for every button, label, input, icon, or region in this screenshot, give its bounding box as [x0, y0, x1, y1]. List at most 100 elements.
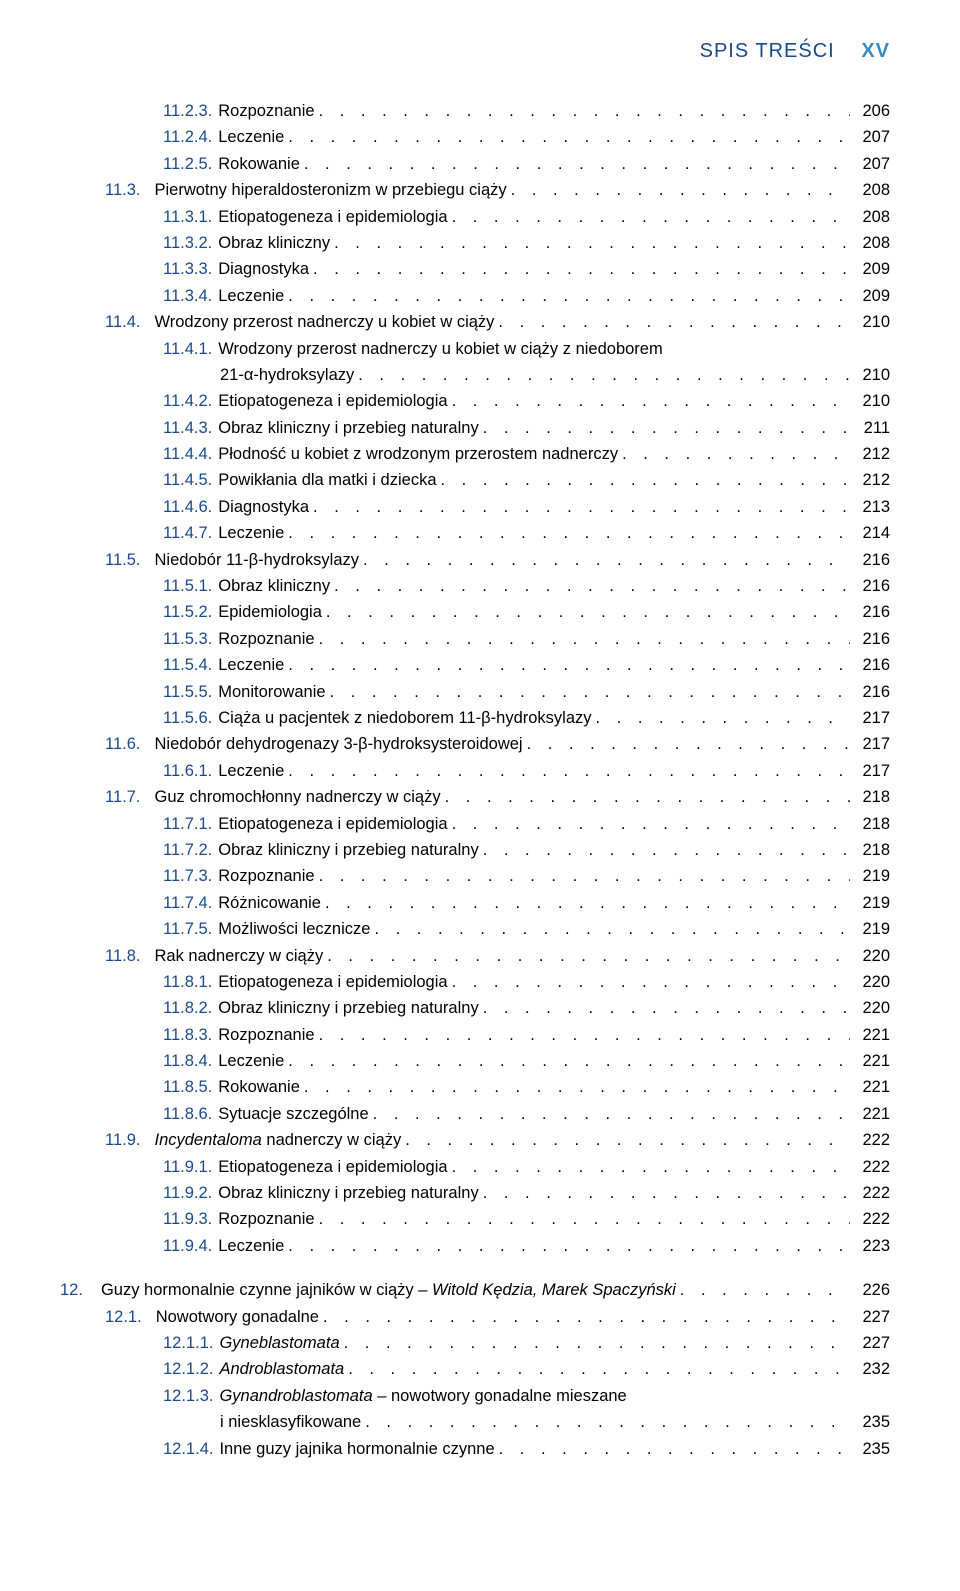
entry-page: 219: [850, 890, 890, 916]
entry-title: Powikłania dla matki i dziecka: [218, 467, 436, 493]
leader-dots: [284, 124, 850, 150]
toc-entry: 12.Guzy hormonalnie czynne jajników w ci…: [60, 1277, 890, 1303]
entry-title: Niedobór dehydrogenazy 3-β-hydroksystero…: [154, 731, 522, 757]
entry-page: 221: [850, 1101, 890, 1127]
entry-title: Etiopatogeneza i epidemiologia: [218, 969, 447, 995]
entry-page: 222: [850, 1127, 890, 1153]
entry-title: Etiopatogeneza i epidemiologia: [218, 388, 447, 414]
leader-dots: [369, 1101, 850, 1127]
entry-title: Rak nadnerczy w ciąży: [154, 943, 323, 969]
entry-title: Leczenie: [218, 1048, 284, 1074]
entry-title: Inne guzy jajnika hormonalnie czynne: [219, 1436, 494, 1462]
entry-page: 221: [850, 1048, 890, 1074]
toc-entry: 11.5.3.Rozpoznanie216: [60, 626, 890, 652]
entry-number: 11.4.5.: [163, 467, 212, 493]
leader-dots: [359, 547, 850, 573]
entry-page: 210: [850, 309, 890, 335]
leader-dots: [300, 151, 850, 177]
toc-entry: 11.4.7.Leczenie214: [60, 520, 890, 546]
leader-dots: [401, 1127, 850, 1153]
toc-entry: 11.4.4.Płodność u kobiet z wrodzonym prz…: [60, 441, 890, 467]
toc-entry: 11.2.4.Leczenie207: [60, 124, 890, 150]
toc-entry: 11.7.2.Obraz kliniczny i przebieg natura…: [60, 837, 890, 863]
leader-dots: [315, 626, 850, 652]
leader-dots: [319, 1304, 850, 1330]
entry-page: 206: [850, 98, 890, 124]
toc-entry: 11.8.6.Sytuacje szczególne221: [60, 1101, 890, 1127]
entry-title: Diagnostyka: [218, 494, 309, 520]
entry-page: 216: [850, 652, 890, 678]
entry-number: 11.9.2.: [163, 1180, 212, 1206]
entry-number: 11.5.6.: [163, 705, 212, 731]
entry-number: 11.8.6.: [163, 1101, 212, 1127]
toc-entry: 11.6.1.Leczenie217: [60, 758, 890, 784]
leader-dots: [284, 520, 850, 546]
leader-dots: [523, 731, 850, 757]
toc-entry: 11.2.5.Rokowanie207: [60, 151, 890, 177]
leader-dots: [323, 943, 850, 969]
leader-dots: [300, 1074, 850, 1100]
entry-number: 11.5.5.: [163, 679, 212, 705]
leader-dots: [676, 1277, 850, 1303]
table-of-contents: 11.2.3.Rozpoznanie20611.2.4.Leczenie2071…: [60, 98, 890, 1462]
entry-page: 211: [850, 415, 890, 441]
leader-dots: [330, 230, 850, 256]
entry-page: 216: [850, 573, 890, 599]
toc-entry: 11.7.Guz chromochłonny nadnerczy w ciąży…: [60, 784, 890, 810]
leader-dots: [592, 705, 850, 731]
toc-entry: 11.5.Niedobór 11-β-hydroksylazy216: [60, 547, 890, 573]
toc-entry: 11.8.3.Rozpoznanie221: [60, 1022, 890, 1048]
toc-entry: 11.9.Incydentaloma nadnerczy w ciąży222: [60, 1127, 890, 1153]
entry-number: 12.1.4.: [163, 1436, 213, 1462]
entry-number: 11.3.2.: [163, 230, 212, 256]
entry-authors: Witold Kędzia, Marek Spaczyński: [432, 1281, 676, 1299]
entry-page: 222: [850, 1180, 890, 1206]
entry-number: 11.8.3.: [163, 1022, 212, 1048]
toc-entry: 11.8.2.Obraz kliniczny i przebieg natura…: [60, 995, 890, 1021]
entry-number: 11.7.4.: [163, 890, 212, 916]
leader-dots: [340, 1330, 850, 1356]
entry-number: 11.8.5.: [163, 1074, 212, 1100]
entry-title: Gynandroblastomata – nowotwory gonadalne…: [219, 1383, 626, 1409]
leader-dots: [479, 415, 850, 441]
entry-title: Monitorowanie: [218, 679, 325, 705]
entry-number: 12.1.: [105, 1304, 142, 1330]
entry-title: Różnicowanie: [218, 890, 321, 916]
toc-entry: 12.1.2.Androblastomata232: [60, 1356, 890, 1382]
entry-page: 217: [850, 758, 890, 784]
entry-number: 11.3.4.: [163, 283, 212, 309]
entry-title: Wrodzony przerost nadnerczy u kobiet w c…: [154, 309, 494, 335]
entry-page: 232: [850, 1356, 890, 1382]
entry-title: Androblastomata: [219, 1356, 344, 1382]
leader-dots: [618, 441, 850, 467]
entry-page: 217: [850, 705, 890, 731]
toc-entry: 11.3.1.Etiopatogeneza i epidemiologia208: [60, 204, 890, 230]
entry-number: 11.4.4.: [163, 441, 212, 467]
toc-entry: 11.9.3.Rozpoznanie222: [60, 1206, 890, 1232]
entry-number: 11.7.1.: [163, 811, 212, 837]
entry-title: Rozpoznanie: [218, 1206, 314, 1232]
toc-entry: 11.4.2.Etiopatogeneza i epidemiologia210: [60, 388, 890, 414]
entry-title: Etiopatogeneza i epidemiologia: [218, 204, 447, 230]
entry-page: 222: [850, 1206, 890, 1232]
entry-title: Pierwotny hiperaldosteronizm w przebiegu…: [154, 177, 506, 203]
entry-page: 210: [850, 362, 890, 388]
entry-title: Rozpoznanie: [218, 1022, 314, 1048]
leader-dots: [448, 811, 850, 837]
entry-number: 11.3.3.: [163, 256, 212, 282]
toc-entry: 11.8.5.Rokowanie221: [60, 1074, 890, 1100]
leader-dots: [284, 1048, 850, 1074]
toc-entry: 12.1.Nowotwory gonadalne227: [60, 1304, 890, 1330]
entry-number: 11.4.1.: [163, 336, 212, 362]
leader-dots: [315, 1206, 850, 1232]
entry-page: 220: [850, 969, 890, 995]
leader-dots: [494, 309, 850, 335]
leader-dots: [507, 177, 850, 203]
entry-title: Leczenie: [218, 652, 284, 678]
entry-title: Leczenie: [218, 124, 284, 150]
toc-entry: 11.2.3.Rozpoznanie206: [60, 98, 890, 124]
toc-entry: 11.7.5.Możliwości lecznicze219: [60, 916, 890, 942]
entry-page: 219: [850, 863, 890, 889]
leader-dots: [284, 758, 850, 784]
entry-title: Leczenie: [218, 283, 284, 309]
